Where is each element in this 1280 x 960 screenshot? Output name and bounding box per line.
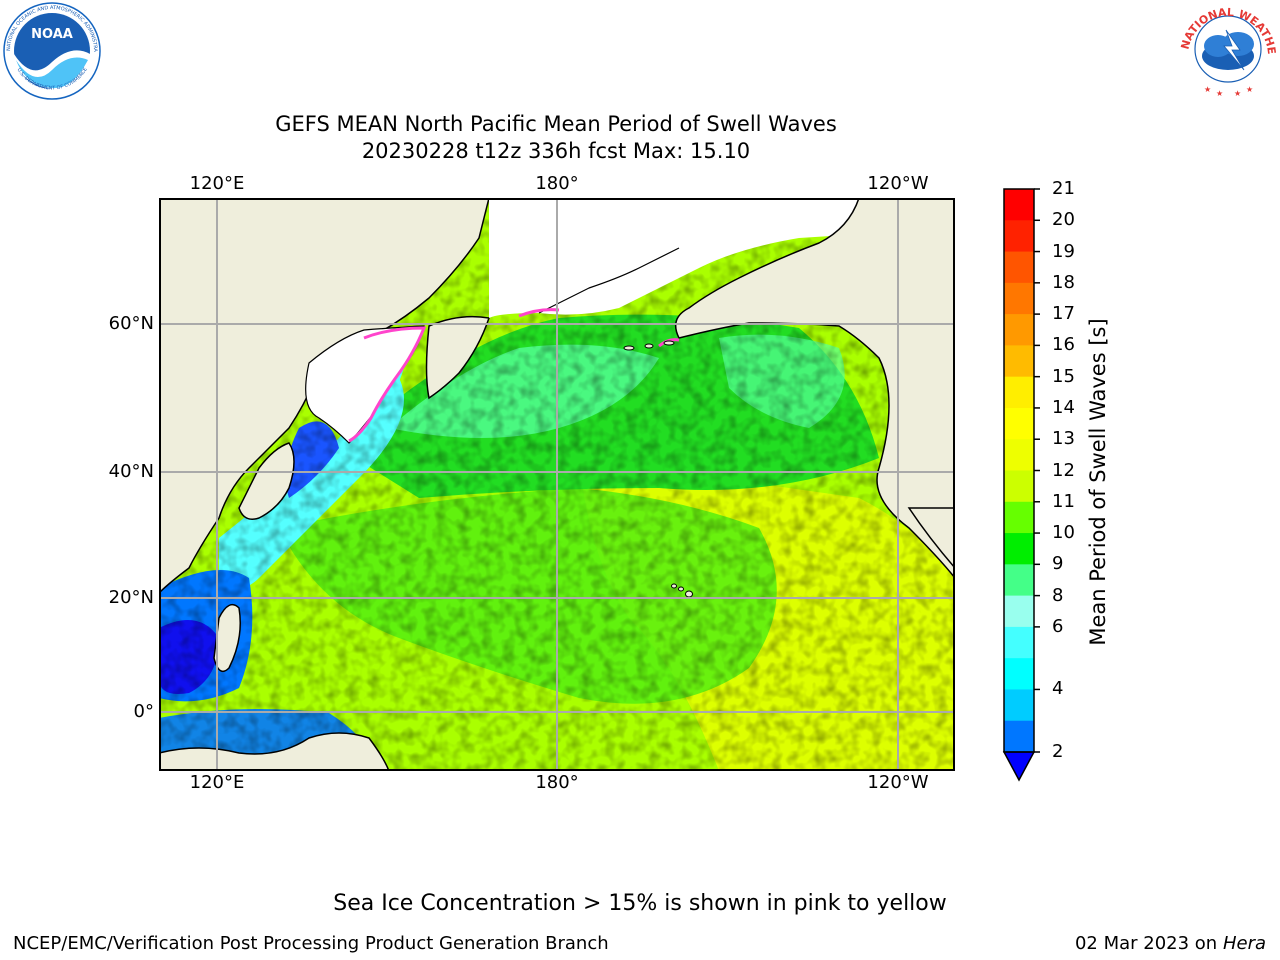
colorbar-tick-label: 15 — [1052, 365, 1075, 387]
aleutian-islands — [623, 340, 675, 351]
graticule — [159, 198, 955, 771]
footer-date: 02 Mar 2023 on Hera — [1075, 933, 1266, 954]
colorbar-band — [1004, 220, 1034, 253]
land-philippines — [213, 603, 241, 673]
colorbar-tick-label: 2 — [1052, 741, 1064, 762]
noaa-logo-text: NOAA — [31, 27, 73, 42]
colorbar-label: Mean Period of Swell Waves [s] — [1086, 318, 1110, 646]
colorbar-tick-label: 4 — [1052, 678, 1064, 700]
colorbar-tick-label: 20 — [1052, 209, 1075, 231]
svg-text:★: ★ — [1234, 89, 1241, 98]
chart-subtitle: 20230228 t12z 336h fcst Max: 15.10 — [361, 139, 751, 163]
map-panel — [159, 198, 955, 771]
colorbar-band — [1004, 533, 1034, 565]
sea-ice-arctic — [489, 198, 955, 318]
land-kamchatka — [425, 315, 490, 400]
colorbar-band — [1004, 314, 1034, 346]
chart-title: GEFS MEAN North Pacific Mean Period of S… — [275, 112, 837, 136]
lon-label-bottom-180: 180° — [535, 772, 579, 793]
colorbar-band — [1004, 470, 1034, 503]
nws-logo: NATIONAL WEATHER SERVICE ★★★★ — [1178, 0, 1278, 98]
colorbar-tick-label: 6 — [1052, 615, 1064, 637]
colorbar — [1002, 188, 1040, 782]
colorbar-band — [1004, 376, 1034, 409]
svg-text:★: ★ — [1216, 89, 1223, 98]
colorbar-band — [1004, 658, 1034, 690]
colorbar-tick-label: 12 — [1052, 459, 1075, 481]
colorbar-band — [1004, 564, 1034, 597]
footer-date-text: 02 Mar 2023 on — [1074, 933, 1218, 954]
colorbar-band — [1004, 439, 1034, 471]
colorbar-band — [1004, 189, 1034, 221]
colorbar-band — [1004, 345, 1034, 378]
lon-label-top-120e: 120°E — [189, 173, 245, 194]
lon-label-bottom-120e: 120°E — [189, 772, 245, 793]
svg-text:★: ★ — [1204, 85, 1211, 94]
colorbar-tick-label: 8 — [1052, 584, 1064, 606]
footer-credit: NCEP/EMC/Verification Post Processing Pr… — [13, 933, 609, 954]
land-asia — [159, 198, 490, 595]
lon-label-bottom-120w: 120°W — [867, 772, 929, 793]
colorbar-tick-label: 17 — [1052, 303, 1075, 325]
colorbar-tick-label: 21 — [1052, 178, 1075, 199]
lon-label-top-120w: 120°W — [867, 173, 929, 194]
colorbar-band — [1004, 595, 1034, 628]
noaa-logo: NOAA NATIONAL OCEANIC AND ATMOSPHERIC AD… — [2, 2, 101, 100]
colorbar-tick-label: 9 — [1052, 553, 1064, 575]
colorbar-tick-label: 16 — [1052, 334, 1075, 356]
lat-label-20n: 20°N — [108, 587, 154, 608]
colorbar-tick-label: 10 — [1052, 522, 1075, 544]
colorbar-tick-label: 11 — [1052, 490, 1075, 512]
colorbar-band — [1004, 282, 1034, 315]
colorbar-band — [1004, 720, 1034, 753]
lat-label-60n: 60°N — [108, 313, 154, 334]
colorbar-band — [1004, 501, 1034, 534]
colorbar-band — [1004, 251, 1034, 284]
colorbar-tick-label: 19 — [1052, 240, 1075, 262]
lat-label-0: 0° — [133, 701, 154, 722]
lat-label-40n: 40°N — [108, 461, 154, 482]
sea-ice-note: Sea Ice Concentration > 15% is shown in … — [333, 891, 947, 916]
colorbar-extend-triangle — [1002, 751, 1036, 782]
colorbar-band — [1004, 689, 1034, 722]
colorbar-tick-label: 14 — [1052, 396, 1075, 418]
land-japan — [238, 442, 295, 520]
colorbar-band — [1004, 407, 1034, 440]
svg-text:★: ★ — [1246, 85, 1253, 94]
lon-label-top-180: 180° — [535, 173, 579, 194]
colorbar-tick-label: 18 — [1052, 271, 1075, 293]
colorbar-band — [1004, 626, 1034, 659]
footer-machine: Hera — [1222, 933, 1266, 954]
colorbar-tick-label: 13 — [1052, 428, 1075, 450]
